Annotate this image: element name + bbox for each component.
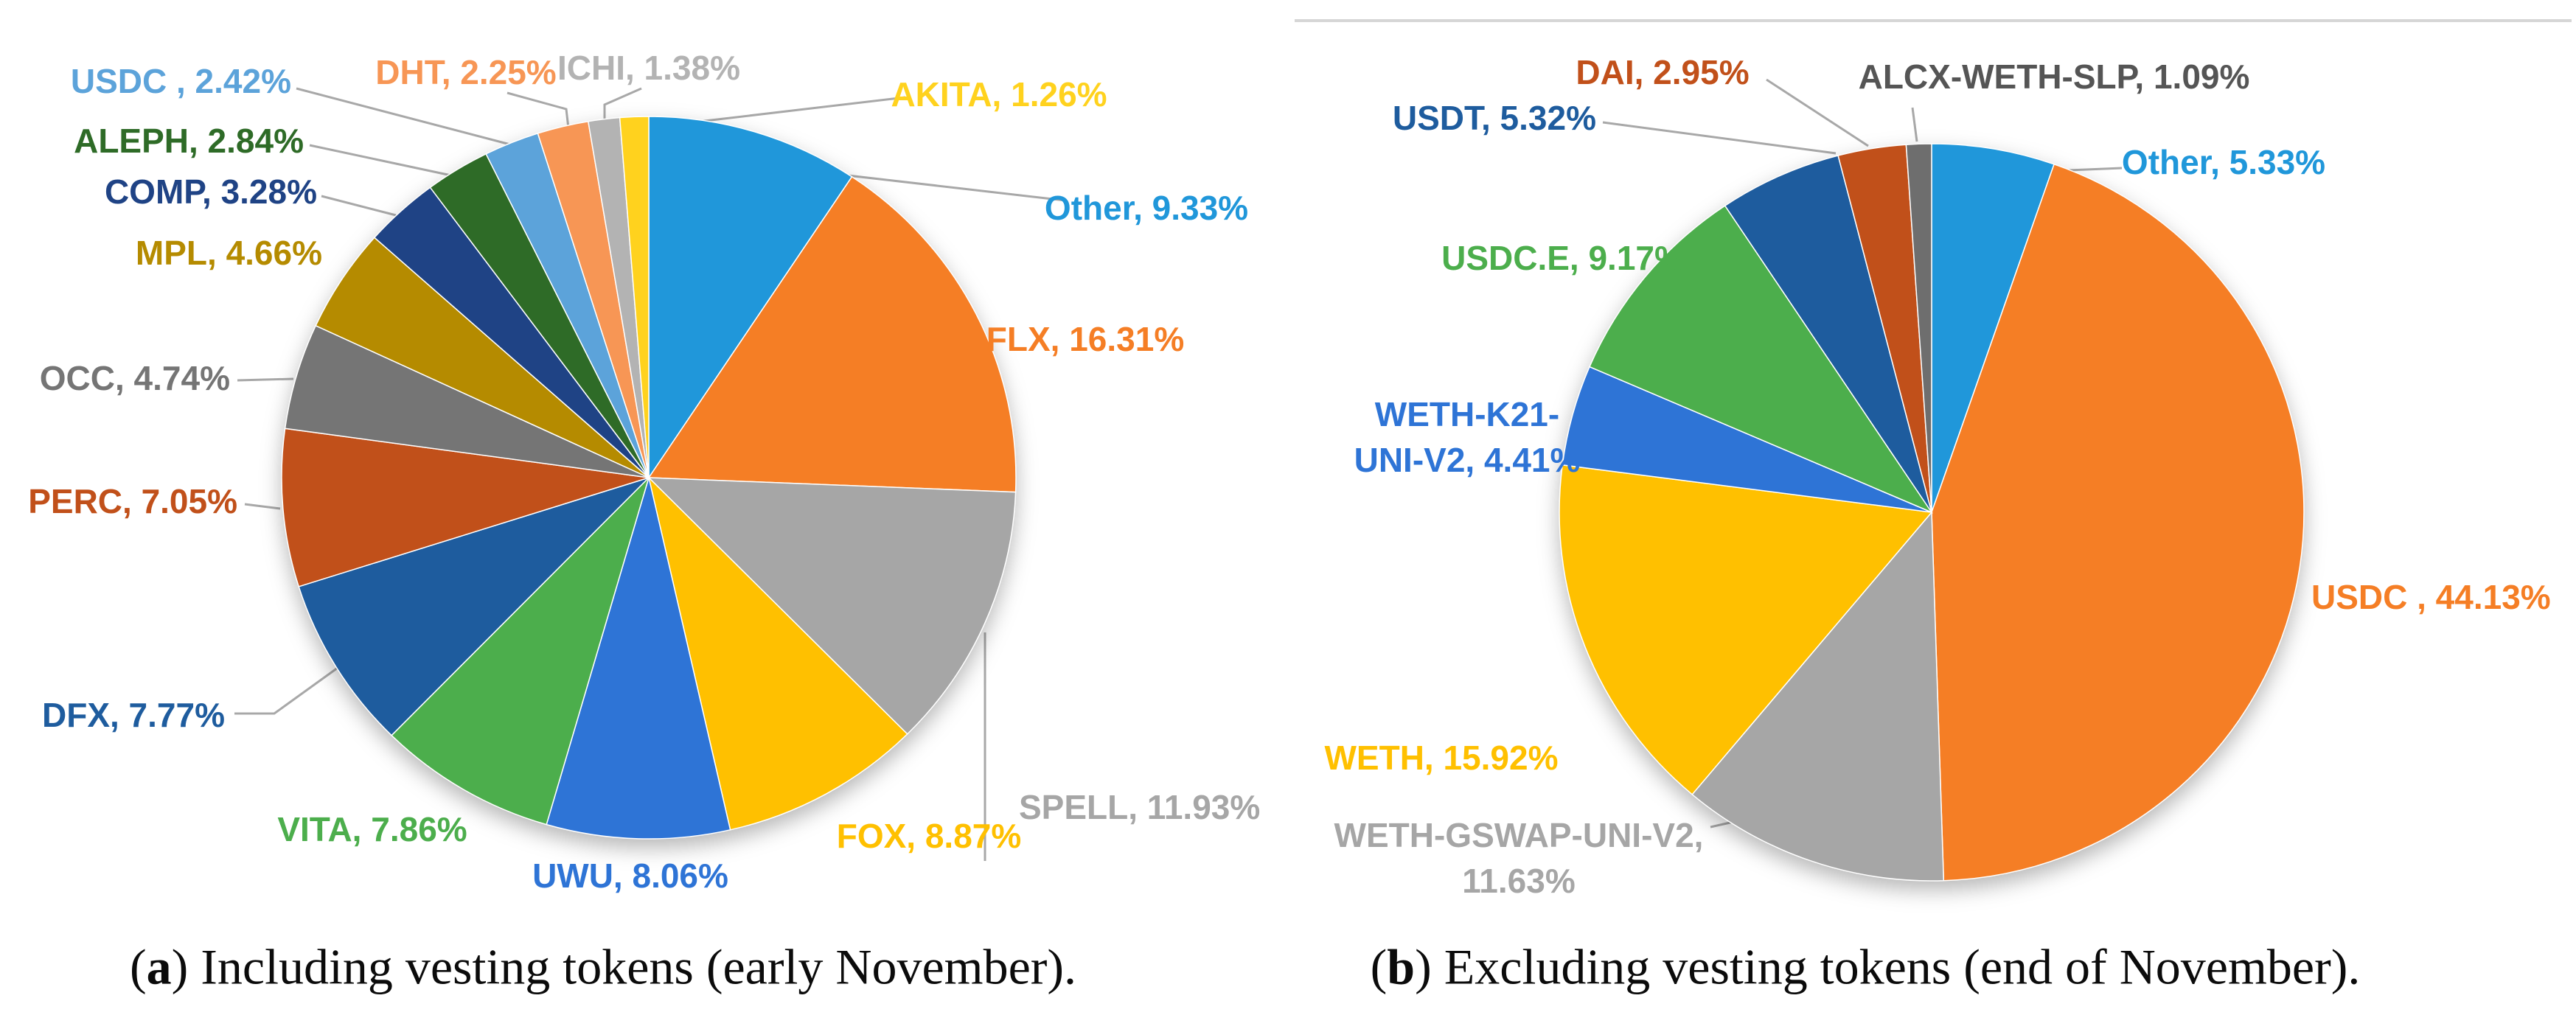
pie-slice-alcx-weth-slp (1905, 143, 1932, 513)
pie-slice-dfx (298, 477, 650, 736)
leader-line-occ (237, 377, 294, 382)
pie-slice-flx (647, 175, 1017, 493)
slice-label-other: Other, 9.33% (1044, 189, 1249, 227)
pie-slice-usdt (1724, 155, 1932, 513)
caption-a-letter: a (146, 938, 172, 995)
slice-label-alcx-weth-slp: ALCX-WETH-SLP, 1.09% (1858, 57, 2250, 96)
slice-label-weth-k21-uni-v2: WETH-K21- UNI-V2, 4.41% (1354, 395, 1581, 479)
leader-line-comp (321, 195, 397, 217)
leader-line-alcx-weth-slp (1911, 107, 1918, 142)
slice-label-weth: WETH, 15.92% (1324, 739, 1559, 777)
slice-label-occ: OCC, 4.74% (39, 359, 230, 397)
leader-line-usdc (296, 87, 511, 146)
caption-b-open: ( (1370, 938, 1388, 995)
pie-chart-a (281, 116, 1017, 840)
slice-label-fox: FOX, 8.87% (836, 817, 1022, 855)
slice-label-uwu: UWU, 8.06% (532, 857, 728, 895)
caption-b: (b) Excluding vesting tokens (end of Nov… (1371, 938, 2361, 997)
slice-label-dfx: DFX, 7.77% (42, 696, 225, 734)
pie-slice-other (648, 116, 853, 480)
slice-label-perc: PERC, 7.05% (28, 482, 237, 520)
caption-a-text: ) Including vesting tokens (early Novemb… (171, 938, 1077, 995)
slice-label-dai: DAI, 2.95% (1576, 53, 1750, 91)
leader-line-perc (244, 503, 281, 510)
pie-slice-perc (281, 428, 650, 587)
leader-line-dai (1766, 78, 1869, 147)
slice-label-akita: AKITA, 1.26% (891, 75, 1107, 114)
slice-label-mpl: MPL, 4.66% (135, 234, 322, 272)
leader-line-dfx (234, 666, 338, 715)
pie-slice-weth (1559, 464, 1933, 795)
caption-a: (a) Including vesting tokens (early Nove… (130, 938, 1076, 997)
slice-label-vita: VITA, 7.86% (277, 810, 467, 848)
slice-label-aleph: ALEPH, 2.84% (74, 122, 304, 160)
pie-slice-weth-gswap-uni-v2 (1691, 511, 1945, 882)
slice-label-comp: COMP, 3.28% (104, 172, 317, 211)
slice-label-other: Other, 5.33% (2121, 143, 2326, 181)
pie-slice-usdc (1931, 163, 2305, 882)
slice-label-usdc.e: USDC.E, 9.17% (1441, 239, 1685, 277)
slice-label-spell: SPELL, 11.93% (1019, 788, 1261, 826)
caption-b-text: ) Excluding vesting tokens (end of Novem… (1415, 938, 2361, 995)
leader-line-aleph (309, 144, 452, 177)
pie-slice-uwu (546, 475, 731, 840)
caption-a-open: ( (129, 938, 147, 995)
pie-chart-b (1559, 143, 2305, 882)
pie-slice-akita (619, 116, 650, 478)
caption-b-letter: b (1387, 938, 1416, 995)
slice-label-flx: FLX, 16.31% (986, 320, 1185, 358)
slice-label-usdc: USDC , 2.42% (70, 62, 291, 100)
slice-label-usdc: USDC , 44.13% (2311, 578, 2551, 616)
slice-label-dht: DHT, 2.25% (375, 53, 557, 91)
slice-label-ichi: ICHI, 1.38% (557, 49, 740, 87)
pie-slice-other (1931, 143, 2055, 513)
pie-slice-vita (391, 477, 650, 826)
slice-label-weth-gswap-uni-v2: WETH-GSWAP-UNI-V2, 11.63% (1334, 816, 1704, 900)
pie-slice-usdc.e (1589, 205, 1934, 514)
pie-slice-spell (647, 477, 1017, 735)
leader-line-usdt (1602, 121, 1837, 155)
slice-label-usdt: USDT, 5.32% (1392, 99, 1596, 137)
pie-slice-fox (647, 475, 908, 831)
